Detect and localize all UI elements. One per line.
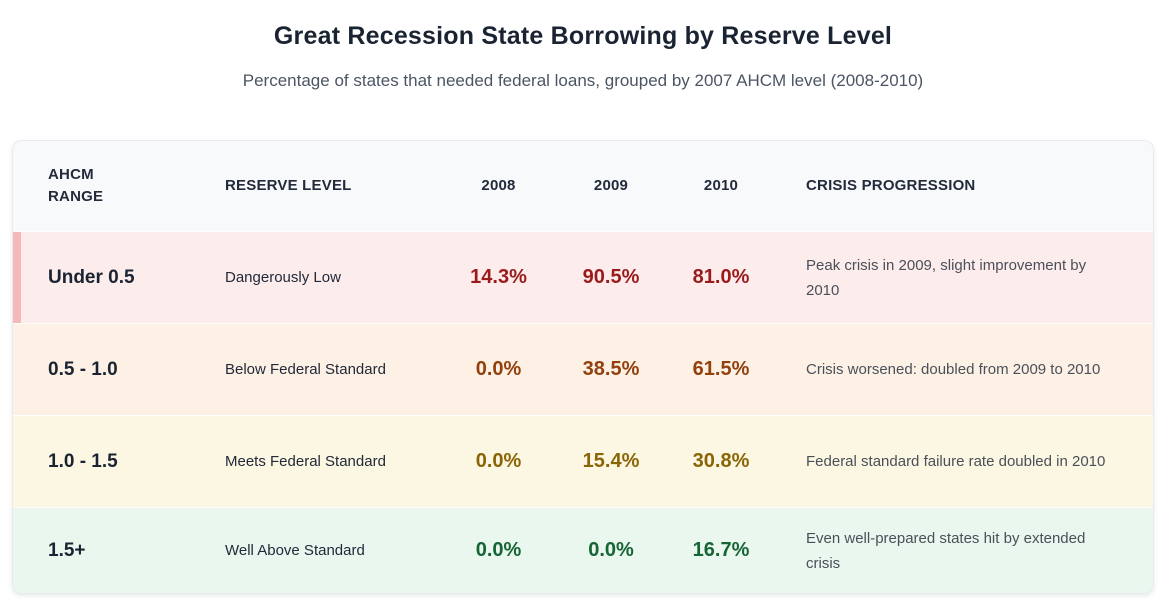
cell-reserve-level: Below Federal Standard [211,361,441,379]
crisis-progression-text: Federal standard failure rate doubled in… [806,453,1106,470]
column-header-label: RESERVE LEVEL [225,177,352,194]
row-accent-bar [13,232,21,323]
page-subtitle: Percentage of states that needed federal… [242,71,924,90]
cell-2009-value: 15.4% [556,450,666,473]
percentage-value: 0.0% [588,539,634,561]
header-cell-crisis-progression: CRISIS PROGRESSION [776,175,1153,197]
table-row-1-5-plus: 1.5+ Well Above Standard 0.0% 0.0% 16.7%… [13,507,1153,593]
cell-2010-value: 81.0% [666,266,776,289]
crisis-progression-text: Even well-prepared states hit by extende… [806,529,1086,572]
cell-crisis-progression: Peak crisis in 2009, slight improvement … [776,253,1153,303]
cell-2009-value: 90.5% [556,266,666,289]
percentage-value: 15.4% [582,450,640,472]
range-value: 0.5 - 1.0 [48,358,118,380]
cell-2008-value: 14.3% [441,266,556,289]
column-header-label: 2008 [481,177,516,194]
table-row-1-0-to-1-5: 1.0 - 1.5 Meets Federal Standard 0.0% 15… [13,415,1153,507]
percentage-value: 90.5% [582,266,640,288]
column-header-label: AHCM RANGE [48,166,104,205]
percentage-value: 81.0% [692,266,750,288]
cell-2008-value: 0.0% [441,450,556,473]
cell-2009-value: 0.0% [556,539,666,562]
data-table-card: AHCM RANGE RESERVE LEVEL 2008 2009 2010 … [12,140,1154,594]
header-cell-ahcm-range: AHCM RANGE [13,164,211,208]
cell-crisis-progression: Crisis worsened: doubled from 2009 to 20… [776,357,1153,382]
cell-reserve-level: Meets Federal Standard [211,453,441,471]
percentage-value: 0.0% [475,358,522,380]
cell-ahcm-range: 1.0 - 1.5 [13,451,211,473]
reserve-level-value: Meets Federal Standard [225,452,386,470]
cell-2009-value: 38.5% [556,358,666,381]
range-value: 1.5+ [48,539,86,561]
percentage-value: 30.8% [692,450,750,472]
reserve-level-value: Dangerously Low [225,268,341,286]
header-cell-2009: 2009 [556,175,666,197]
page-title: Great Recession State Borrowing by Reser… [273,22,893,50]
header-cell-2008: 2008 [441,175,556,197]
cell-2008-value: 0.0% [441,358,556,381]
header-cell-2010: 2010 [666,175,776,197]
range-value: 1.0 - 1.5 [48,450,118,472]
crisis-progression-text: Peak crisis in 2009, slight improvement … [806,256,1087,299]
column-header-label: 2010 [703,177,739,194]
table-header-row: AHCM RANGE RESERVE LEVEL 2008 2009 2010 … [13,141,1153,231]
reserve-level-value: Below Federal Standard [225,360,386,378]
cell-2010-value: 61.5% [666,358,776,381]
reserve-level-value: Well Above Standard [225,541,365,559]
percentage-value: 61.5% [692,358,750,380]
percentage-value: 0.0% [475,450,522,472]
cell-ahcm-range: Under 0.5 [13,267,211,289]
cell-ahcm-range: 0.5 - 1.0 [13,359,211,381]
percentage-value: 16.7% [692,539,750,561]
header-cell-reserve-level: RESERVE LEVEL [211,175,441,197]
page-header: Great Recession State Borrowing by Reser… [0,0,1166,94]
cell-crisis-progression: Federal standard failure rate doubled in… [776,449,1153,474]
percentage-value: 38.5% [582,358,640,380]
percentage-value: 0.0% [475,539,522,561]
cell-2010-value: 30.8% [666,450,776,473]
cell-2008-value: 0.0% [441,539,556,562]
cell-ahcm-range: 1.5+ [13,540,211,562]
table-row-under-0-5: Under 0.5 Dangerously Low 14.3% 90.5% 81… [13,231,1153,323]
column-header-label: 2009 [593,177,629,194]
crisis-progression-text: Crisis worsened: doubled from 2009 to 20… [806,361,1101,378]
cell-crisis-progression: Even well-prepared states hit by extende… [776,526,1153,576]
column-header-label: CRISIS PROGRESSION [806,177,976,194]
cell-reserve-level: Dangerously Low [211,269,441,287]
table-row-0-5-to-1-0: 0.5 - 1.0 Below Federal Standard 0.0% 38… [13,323,1153,415]
range-value: Under 0.5 [48,266,135,288]
cell-reserve-level: Well Above Standard [211,542,441,560]
cell-2010-value: 16.7% [666,539,776,562]
percentage-value: 14.3% [470,266,527,288]
